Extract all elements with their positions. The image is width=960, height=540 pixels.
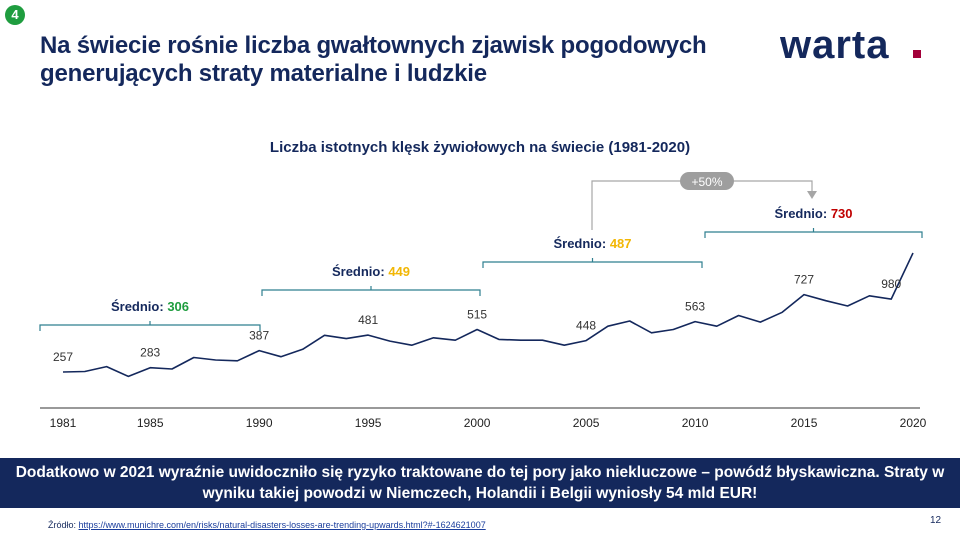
data-label: 515 bbox=[467, 308, 487, 322]
data-label: 727 bbox=[794, 273, 814, 287]
growth-label: +50% bbox=[691, 175, 722, 189]
source-note: Źródło: https://www.munichre.com/en/risk… bbox=[48, 520, 486, 530]
average-label: Średnio: 449 bbox=[332, 264, 410, 279]
slide-number-badge: 4 bbox=[5, 5, 25, 25]
warta-logo: warta bbox=[780, 23, 921, 67]
data-label: 563 bbox=[685, 300, 705, 314]
x-tick-label: 1995 bbox=[355, 416, 382, 430]
data-label: 283 bbox=[140, 346, 160, 360]
average-label: Średnio: 730 bbox=[774, 206, 852, 221]
slide-title: Na świecie rośnie liczba gwałtownych zja… bbox=[40, 32, 707, 87]
x-tick-label: 1990 bbox=[246, 416, 273, 430]
average-bracket bbox=[704, 228, 923, 238]
data-label: 387 bbox=[249, 329, 269, 343]
line-chart: 1981 1985 1990 1995 2000 2005 2010 2015 2020 257 2… bbox=[39, 172, 927, 430]
x-tick-label: 1985 bbox=[137, 416, 164, 430]
series-line bbox=[62, 252, 914, 378]
logo-dot bbox=[913, 50, 921, 58]
data-label: 257 bbox=[53, 350, 73, 364]
growth-arrowhead bbox=[807, 191, 817, 199]
x-tick-label: 2000 bbox=[464, 416, 491, 430]
average-bracket bbox=[261, 286, 481, 296]
growth-pill bbox=[680, 172, 734, 190]
average-bracket bbox=[39, 321, 261, 331]
logo-wordmark: warta bbox=[780, 23, 890, 67]
x-tick-label: 2015 bbox=[791, 416, 818, 430]
source-link[interactable]: https://www.munichre.com/en/risks/natura… bbox=[78, 520, 486, 530]
x-tick-label: 2010 bbox=[682, 416, 709, 430]
x-tick-label: 2005 bbox=[573, 416, 600, 430]
data-label: 481 bbox=[358, 313, 378, 327]
x-tick-label: 1981 bbox=[50, 416, 77, 430]
x-tick-label: 2020 bbox=[900, 416, 927, 430]
average-label: Średnio: 487 bbox=[553, 236, 631, 251]
data-label: 980 bbox=[881, 277, 901, 291]
data-label: 448 bbox=[576, 319, 596, 333]
info-banner: Dodatkowo w 2021 wyraźnie uwidoczniło si… bbox=[0, 458, 960, 508]
average-bracket bbox=[482, 258, 703, 268]
chart-title: Liczba istotnych klęsk żywiołowych na św… bbox=[269, 139, 691, 156]
average-label: Średnio: 306 bbox=[111, 299, 189, 314]
page-number: 12 bbox=[930, 515, 942, 526]
source-label: Źródło: bbox=[48, 520, 79, 530]
